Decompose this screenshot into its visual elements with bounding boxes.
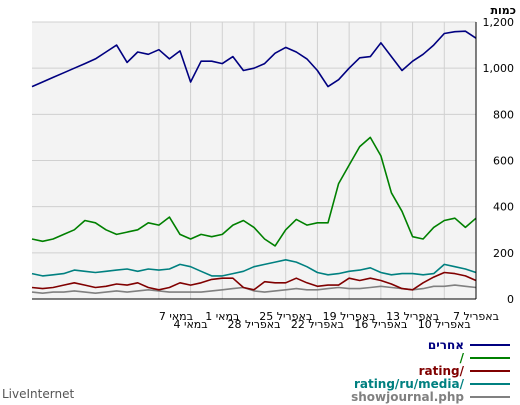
y-tick-label: 800: [493, 108, 514, 121]
y-tick-label: 400: [493, 201, 514, 214]
x-tick-label: 1 במאי: [205, 310, 239, 323]
y-tick-label: 600: [493, 155, 514, 168]
legend-label: showjournal.php: [351, 390, 464, 404]
y-axis-ticks: 0 200 400 600 800 1,000 1,200: [483, 16, 515, 306]
legend-label: אחרים: [428, 338, 464, 352]
y-tick-label: 0: [507, 293, 514, 306]
axes: [32, 22, 477, 300]
y-tick-label: 1,200: [483, 16, 515, 29]
x-tick-label: 28 באפריל: [227, 318, 280, 331]
x-tick-label: 25 באפריל: [259, 310, 312, 323]
x-tick-label: 4 במאי: [173, 318, 207, 331]
y-tick-label: 200: [493, 247, 514, 260]
brand-label: LiveInternet: [2, 387, 74, 401]
legend-label: rating/: [419, 364, 465, 378]
x-tick-label: 7 במאי: [159, 310, 193, 323]
series-line: [31, 136, 477, 247]
x-tick-label: 7 באפריל: [453, 310, 499, 323]
x-tick-label: 13 באפריל: [386, 310, 439, 323]
legend: אחרים/rating/rating/ru/media/showjournal…: [351, 338, 510, 404]
legend-label: rating/ru/media/: [354, 377, 465, 391]
series-line: [31, 271, 477, 291]
x-tick-label: 16 באפריל: [354, 318, 407, 331]
x-tick-label: 22 באפריל: [291, 318, 344, 331]
x-tick-label: 10 באפריל: [418, 318, 471, 331]
x-tick-label: 19 באפריל: [323, 310, 376, 323]
series-line: [31, 30, 477, 88]
legend-label: /: [460, 351, 465, 365]
y-axis-title: כמות: [491, 4, 516, 17]
y-tick-label: 1,000: [483, 62, 515, 75]
series-line: [31, 258, 477, 277]
series-lines: [31, 30, 477, 295]
